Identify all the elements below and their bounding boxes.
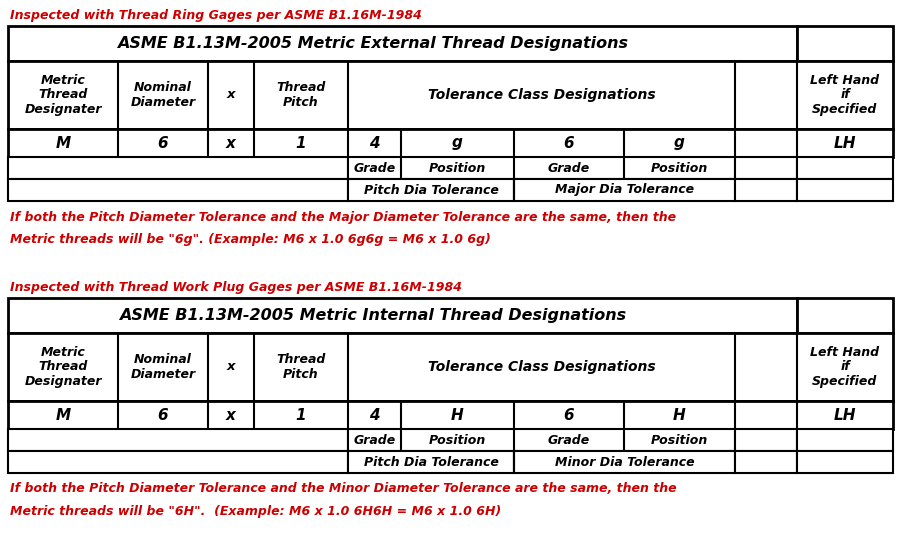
Text: Metric threads will be "6g". (Example: M6 x 1.0 6g6g = M6 x 1.0 6g): Metric threads will be "6g". (Example: M… [10,233,490,245]
Text: Tolerance Class Designations: Tolerance Class Designations [428,360,655,374]
Bar [514,179,735,201]
Bar [348,179,514,201]
Bar [348,429,735,451]
Text: H: H [673,408,686,422]
Text: M: M [56,135,70,151]
Text: Grade: Grade [354,162,396,174]
Bar [8,157,348,179]
Text: 4: 4 [369,408,380,422]
Text: Metric threads will be "6H".  (Example: M6 x 1.0 6H6H = M6 x 1.0 6H): Metric threads will be "6H". (Example: M… [10,504,501,518]
Bar [8,26,797,61]
Text: Thread
Pitch: Thread Pitch [276,81,326,109]
Text: Grade: Grade [548,162,590,174]
Bar [8,61,893,129]
Text: If both the Pitch Diameter Tolerance and the Major Diameter Tolerance are the sa: If both the Pitch Diameter Tolerance and… [10,211,676,223]
Bar [514,451,735,473]
Text: Minor Dia Tolerance: Minor Dia Tolerance [554,455,694,469]
Text: Position: Position [651,162,708,174]
Bar [8,179,348,201]
Text: H: H [451,408,464,422]
Text: 6: 6 [158,408,168,422]
Text: M: M [56,408,70,422]
Text: 6: 6 [563,408,574,422]
Text: x: x [227,89,235,102]
Text: 4: 4 [369,135,380,151]
Text: Major Dia Tolerance: Major Dia Tolerance [555,184,694,196]
Text: LH: LH [833,135,856,151]
Text: x: x [226,408,236,422]
Text: Metric
Thread
Designater: Metric Thread Designater [24,345,102,388]
Text: Grade: Grade [354,433,396,447]
Text: Nominal
Diameter: Nominal Diameter [130,353,195,381]
Bar [797,26,893,61]
Bar [8,129,893,157]
Bar [797,298,893,333]
Text: Left Hand
if
Specified: Left Hand if Specified [810,74,879,117]
Text: Position: Position [651,433,708,447]
Text: 1: 1 [296,135,306,151]
Bar [797,179,893,201]
Text: Grade: Grade [548,433,590,447]
Bar [348,451,514,473]
Text: ASME B1.13M-2005 Metric External Thread Designations: ASME B1.13M-2005 Metric External Thread … [117,36,628,51]
Bar [735,429,797,451]
Text: Metric
Thread
Designater: Metric Thread Designater [24,74,102,117]
Bar [8,333,893,401]
Bar [797,429,893,451]
Bar [8,401,893,429]
Bar [735,451,797,473]
Bar [797,451,893,473]
Text: x: x [227,360,235,373]
Text: If both the Pitch Diameter Tolerance and the Minor Diameter Tolerance are the sa: If both the Pitch Diameter Tolerance and… [10,482,677,496]
Text: g: g [674,135,685,151]
Text: Pitch Dia Tolerance: Pitch Dia Tolerance [364,455,499,469]
Text: Thread
Pitch: Thread Pitch [276,353,326,381]
Bar [348,157,735,179]
Bar [8,429,348,451]
Text: Tolerance Class Designations: Tolerance Class Designations [428,88,655,102]
Text: g: g [452,135,463,151]
Bar [797,157,893,179]
Text: x: x [226,135,236,151]
Text: Position: Position [429,162,486,174]
Text: 1: 1 [296,408,306,422]
Text: 6: 6 [563,135,574,151]
Text: Inspected with Thread Work Plug Gages per ASME B1.16M-1984: Inspected with Thread Work Plug Gages pe… [10,280,462,294]
Text: LH: LH [833,408,856,422]
Text: Left Hand
if
Specified: Left Hand if Specified [810,345,879,388]
Bar [735,179,797,201]
Text: Nominal
Diameter: Nominal Diameter [130,81,195,109]
Bar [8,298,797,333]
Bar [735,157,797,179]
Text: ASME B1.13M-2005 Metric Internal Thread Designations: ASME B1.13M-2005 Metric Internal Thread … [119,308,626,323]
Text: Pitch Dia Tolerance: Pitch Dia Tolerance [364,184,499,196]
Text: 6: 6 [158,135,168,151]
Text: Inspected with Thread Ring Gages per ASME B1.16M-1984: Inspected with Thread Ring Gages per ASM… [10,8,422,21]
Bar [8,451,348,473]
Text: Position: Position [429,433,486,447]
